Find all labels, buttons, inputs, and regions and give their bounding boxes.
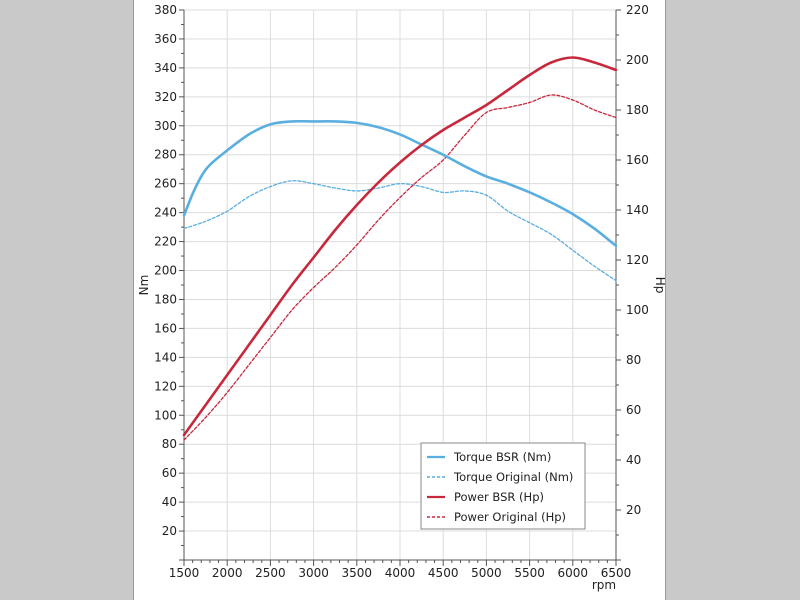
y-left-tick-label: 40 — [162, 495, 177, 509]
series-line-torque-bsr-nm — [182, 119, 618, 248]
x-tick-label: 6500 — [601, 566, 632, 580]
x-axis-label: rpm — [592, 578, 616, 592]
x-tick-label: 3500 — [342, 566, 373, 580]
x-tick-label: 3000 — [298, 566, 329, 580]
y-left-tick-label: 120 — [154, 379, 177, 393]
y-left-tick-label: 60 — [162, 466, 177, 480]
y-left-tick-label: 220 — [154, 235, 177, 249]
x-tick-label: 5000 — [471, 566, 502, 580]
y-right-tick-label: 140 — [626, 203, 649, 217]
y-right-tick-label: 160 — [626, 153, 649, 167]
legend-label: Power Original (Hp) — [454, 510, 566, 524]
x-tick-label: 1500 — [169, 566, 200, 580]
y-right-tick-label: 80 — [626, 353, 641, 367]
x-tick-label: 5500 — [514, 566, 545, 580]
series-line-power-original-hp — [183, 94, 617, 441]
chart-svg: 1500 2000 2500 3000 3500 4000 4500 5000 5500 6000… — [137, 3, 667, 592]
y-right-tick-label: 180 — [626, 103, 649, 117]
y-left-axis-label: Nm — [137, 275, 151, 296]
y-left-tick-label: 340 — [154, 61, 177, 75]
x-tick-label: 6000 — [558, 566, 589, 580]
series-line-torque-original-nm — [183, 180, 617, 282]
x-tick-label: 4000 — [385, 566, 416, 580]
y-left-tick-label: 200 — [154, 264, 177, 278]
y-left-tick-label: 360 — [154, 32, 177, 46]
y-left-tick-label: 20 — [162, 524, 177, 538]
y-left-tick-label: 100 — [154, 408, 177, 422]
legend-label: Torque Original (Nm) — [453, 470, 573, 484]
y-right-tick-label: 20 — [626, 503, 641, 517]
y-right-tick-label: 60 — [626, 403, 641, 417]
y-left-tick-label: 240 — [154, 206, 177, 220]
x-tick-label: 2000 — [212, 566, 243, 580]
y-left-tick-label: 80 — [162, 437, 177, 451]
legend-box — [420, 442, 586, 530]
y-left-tick-label: 280 — [154, 148, 177, 162]
y-right-tick-label: 40 — [626, 453, 641, 467]
series-line-power-bsr-hp — [182, 56, 618, 437]
y-left-tick-label: 160 — [154, 321, 177, 335]
y-left-tick-label: 140 — [154, 350, 177, 364]
y-right-tick-label: 200 — [626, 53, 649, 67]
y-right-tick-label: 220 — [626, 3, 649, 17]
y-left-tick-label: 300 — [154, 119, 177, 133]
y-right-tick-label: 100 — [626, 303, 649, 317]
legend-label: Torque BSR (Nm) — [453, 450, 551, 464]
y-left-tick-label: 180 — [154, 292, 177, 306]
legend-label: Power BSR (Hp) — [454, 490, 544, 504]
y-left-tick-label: 260 — [154, 177, 177, 191]
y-right-tick-label: 120 — [626, 253, 649, 267]
x-tick-label: 4500 — [428, 566, 459, 580]
x-tick-label: 2500 — [255, 566, 286, 580]
chart-frame: 1500 2000 2500 3000 3500 4000 4500 5000 5500 6000… — [133, 0, 667, 600]
y-right-axis-label: Hp — [653, 277, 667, 294]
y-left-tick-label: 320 — [154, 90, 177, 104]
y-left-tick-label: 380 — [154, 3, 177, 17]
